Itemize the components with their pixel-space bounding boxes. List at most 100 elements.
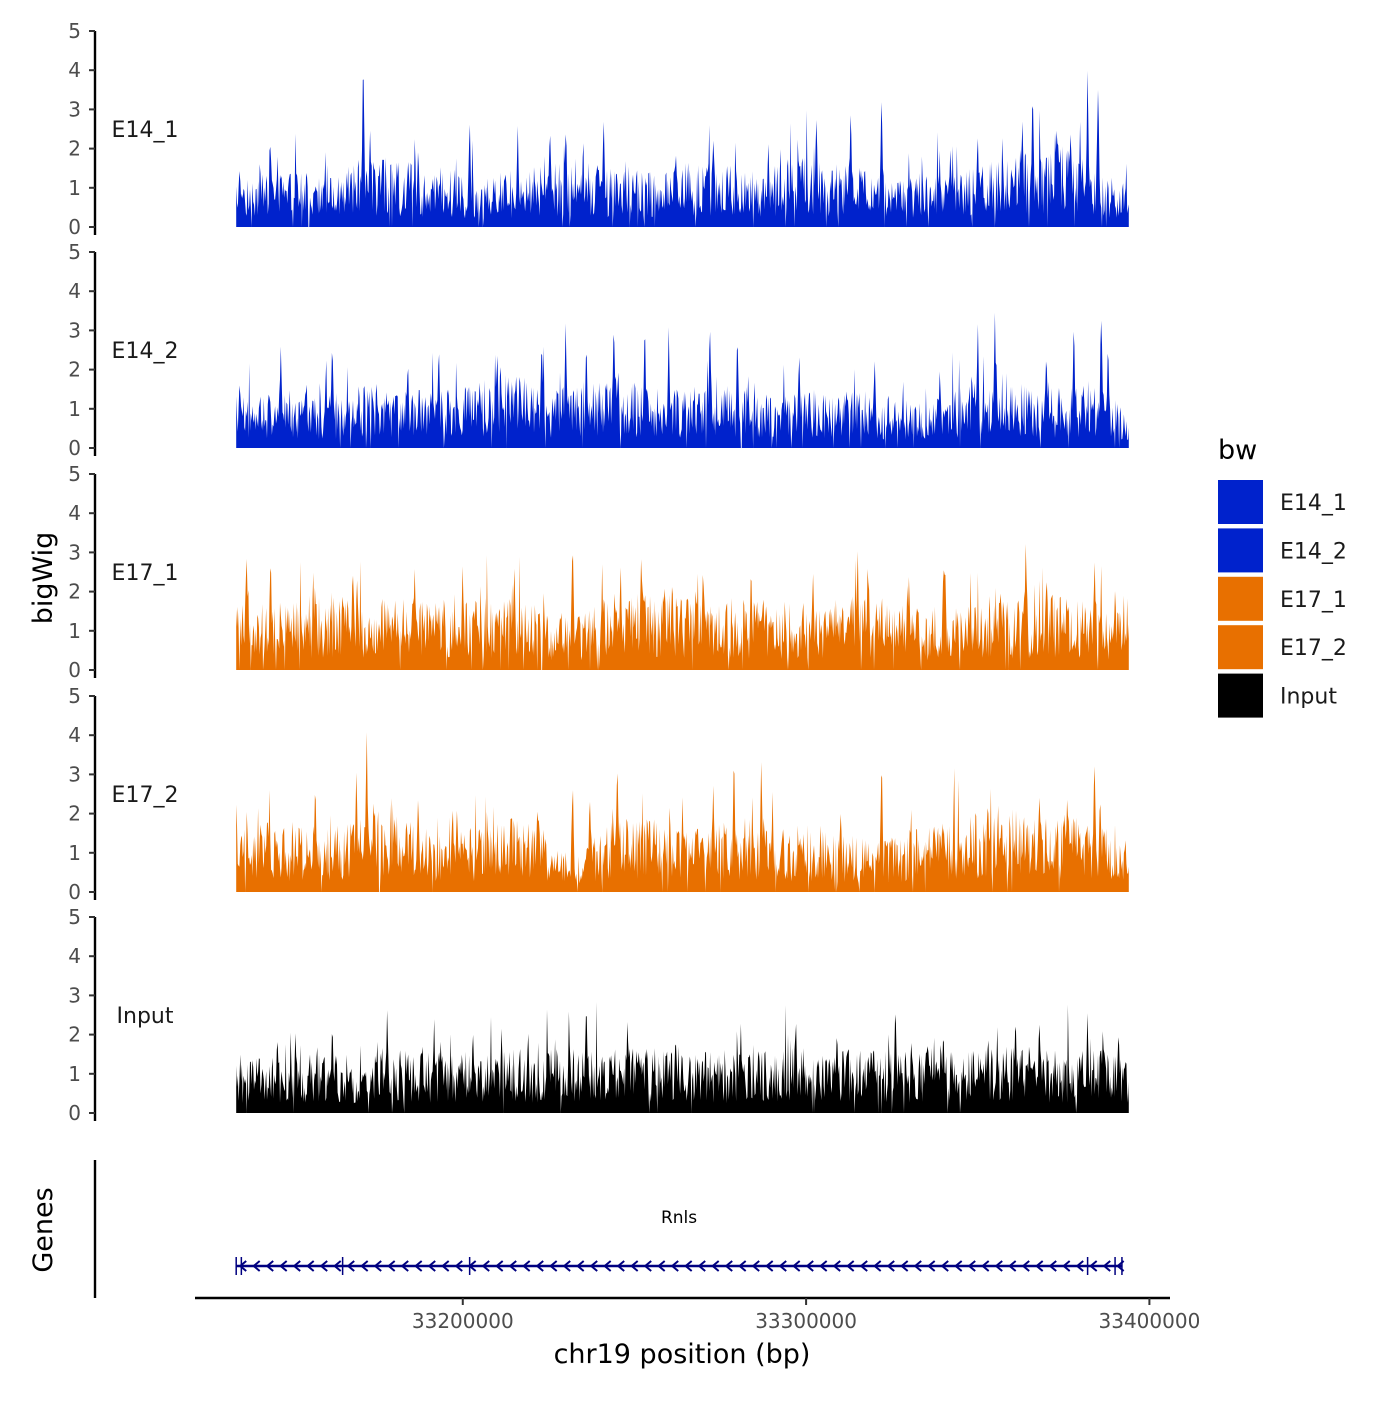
- strand-arrow: [1008, 1260, 1017, 1272]
- strand-arrow: [319, 1260, 328, 1272]
- signal-area-E14_1: [236, 70, 1129, 227]
- y-tick-label: 4: [68, 501, 81, 525]
- strand-arrow: [414, 1260, 423, 1272]
- legend-swatch-Input: [1218, 673, 1263, 718]
- gene-label: Rnls: [661, 1208, 697, 1228]
- strand-arrow: [940, 1260, 949, 1272]
- strand-arrow: [765, 1260, 774, 1272]
- strand-arrow: [711, 1260, 720, 1272]
- strand-arrow: [792, 1260, 801, 1272]
- y-tick-label: 3: [68, 983, 81, 1007]
- track-E17_2: 0 1 2 3 4 5 E17_2: [68, 684, 1129, 904]
- strand-arrow: [1075, 1260, 1084, 1272]
- y-tick-label: 5: [68, 19, 81, 43]
- legend-swatch-E17_2: [1218, 625, 1263, 670]
- strand-arrow: [292, 1260, 301, 1272]
- strand-arrow: [1021, 1260, 1030, 1272]
- x-tick-label: 33400000: [1099, 1309, 1201, 1333]
- strand-arrow: [981, 1260, 990, 1272]
- strand-arrow: [1062, 1260, 1071, 1272]
- track-Input: 0 1 2 3 4 5 Input: [68, 905, 1129, 1125]
- legend-label: E14_1: [1280, 491, 1347, 516]
- y-tick-label: 0: [68, 658, 81, 682]
- strand-arrow: [616, 1260, 625, 1272]
- legend-swatch-E14_1: [1218, 480, 1263, 524]
- y-tick-label: 2: [68, 137, 81, 161]
- strand-arrow: [670, 1260, 679, 1272]
- legend-label: E14_2: [1280, 539, 1347, 564]
- strand-arrow: [373, 1260, 382, 1272]
- strand-arrow: [576, 1260, 585, 1272]
- strand-arrow: [360, 1260, 369, 1272]
- track-E14_1: 0 1 2 3 4 5 E14_1: [68, 19, 1129, 239]
- legend-title: bw: [1218, 435, 1257, 466]
- strand-arrow: [468, 1260, 477, 1272]
- y-tick-label: 3: [68, 540, 81, 564]
- strand-arrow: [1035, 1260, 1044, 1272]
- strand-arrow: [697, 1260, 706, 1272]
- x-axis-title: chr19 position (bp): [554, 1339, 811, 1370]
- strand-arrow: [684, 1260, 693, 1272]
- x-tick-label: 33300000: [755, 1309, 857, 1333]
- y-tick-label: 1: [68, 176, 81, 200]
- strand-arrow: [886, 1260, 895, 1272]
- y-tick-label: 3: [68, 762, 81, 786]
- strand-arrow: [603, 1260, 612, 1272]
- y-tick-label: 4: [68, 279, 81, 303]
- strand-arrow: [454, 1260, 463, 1272]
- strand-arrow: [279, 1260, 288, 1272]
- strand-arrow: [724, 1260, 733, 1272]
- y-tick-label: 2: [68, 802, 81, 826]
- strand-arrow: [238, 1260, 247, 1272]
- signal-area-E17_1: [236, 544, 1129, 670]
- strand-arrow: [333, 1260, 342, 1272]
- x-axis: 33200000 33300000 33400000: [195, 1296, 1201, 1333]
- genes-panel: Rnls: [93, 1160, 1125, 1298]
- strand-arrow: [1102, 1260, 1111, 1272]
- y-tick-label: 2: [68, 580, 81, 604]
- strand-arrow: [1089, 1260, 1098, 1272]
- strand-arrow: [400, 1260, 409, 1272]
- y-axis-title: bigWig: [28, 532, 59, 625]
- y-tick-label: 3: [68, 318, 81, 342]
- strand-arrow: [832, 1260, 841, 1272]
- gene-Rnls: Rnls: [235, 1208, 1125, 1275]
- strand-arrow: [994, 1260, 1003, 1272]
- strand-arrow: [508, 1260, 517, 1272]
- strand-arrow: [819, 1260, 828, 1272]
- x-tick-label: 33200000: [412, 1309, 514, 1333]
- y-tick-label: 0: [68, 1101, 81, 1125]
- signal-area-E14_2: [236, 312, 1129, 448]
- strand-arrow: [778, 1260, 787, 1272]
- track-E14_2: 0 1 2 3 4 5 E14_2: [68, 240, 1129, 460]
- y-tick-label: 2: [68, 358, 81, 382]
- strand-arrow: [306, 1260, 315, 1272]
- legend: bw E14_1 E14_2 E17_1 E17_2 Input: [1218, 435, 1347, 718]
- strand-arrow: [441, 1260, 450, 1272]
- signal-area-Input: [236, 1002, 1129, 1113]
- y-tick-label: 1: [68, 841, 81, 865]
- strand-arrow: [738, 1260, 747, 1272]
- y-tick-label: 0: [68, 880, 81, 904]
- strand-arrow: [481, 1260, 490, 1272]
- track-label: E17_2: [112, 783, 179, 808]
- y-tick-label: 1: [68, 397, 81, 421]
- legend-swatch-E17_1: [1218, 576, 1263, 621]
- genes-axis-title: Genes: [28, 1187, 59, 1272]
- strand-arrow: [1116, 1260, 1125, 1272]
- strand-arrow: [643, 1260, 652, 1272]
- y-tick-label: 4: [68, 944, 81, 968]
- track-label: Input: [117, 1004, 174, 1029]
- strand-arrow: [387, 1260, 396, 1272]
- y-tick-label: 1: [68, 619, 81, 643]
- strand-arrow: [522, 1260, 531, 1272]
- bigwig-tracks: 0 1 2 3 4 5 E14_1 0 1 2 3 4 5 E14_2 0 1 2 3 4 5 E17_1 0 1 2 3 4 5 E…: [68, 19, 1129, 1125]
- legend-label: E17_1: [1280, 588, 1347, 613]
- strand-arrow: [900, 1260, 909, 1272]
- y-tick-label: 2: [68, 1023, 81, 1047]
- strand-arrow: [589, 1260, 598, 1272]
- y-tick-label: 3: [68, 97, 81, 121]
- y-tick-label: 4: [68, 58, 81, 82]
- signal-area-E17_2: [236, 732, 1129, 892]
- y-tick-label: 5: [68, 462, 81, 486]
